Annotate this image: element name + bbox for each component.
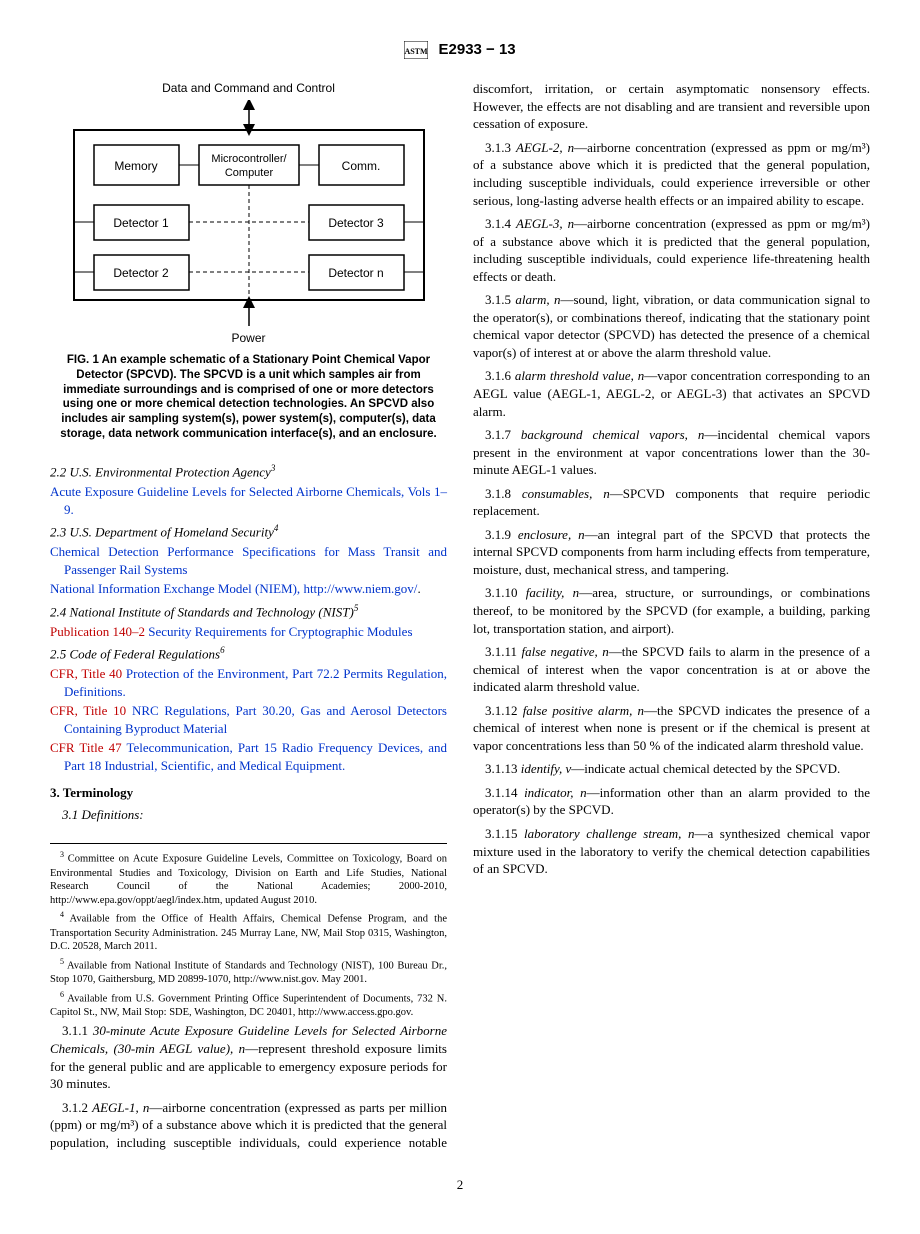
def-311: 3.1.1 30-minute Acute Exposure Guideline… [50, 1022, 447, 1092]
ref-heading-23: 2.3 U.S. Department of Homeland Security… [50, 522, 447, 541]
def-3110: 3.1.10 facility, n—area, structure, or s… [473, 584, 870, 637]
diagram-top-label: Data and Command and Control [50, 80, 447, 96]
box-detn: Detector n [328, 266, 383, 280]
ref-24a[interactable]: Publication 140–2 Security Requirements … [50, 623, 447, 641]
ref-heading-24: 2.4 National Institute of Standards and … [50, 602, 447, 621]
footnote-4: 4 Available from the Office of Health Af… [50, 910, 447, 953]
page-header: ASTM E2933 − 13 [50, 40, 870, 60]
ref-heading-25: 2.5 Code of Federal Regulations6 [50, 644, 447, 663]
box-memory: Memory [114, 159, 157, 173]
figure-1: Data and Command and Control Memory Micr… [50, 80, 447, 442]
ref-25b[interactable]: CFR, Title 10 NRC Regulations, Part 30.2… [50, 702, 447, 737]
definitions-heading: 3.1 Definitions: [62, 806, 447, 824]
def-318: 3.1.8 consumables, n—SPCVD components th… [473, 485, 870, 520]
page-number: 2 [50, 1176, 870, 1194]
ref-25c[interactable]: CFR Title 47 Telecommunication, Part 15 … [50, 739, 447, 774]
diagram-bottom-label: Power [50, 330, 447, 346]
footnote-5: 5 Available from National Institute of S… [50, 957, 447, 987]
svg-text:ASTM: ASTM [405, 47, 429, 56]
def-316: 3.1.6 alarm threshold value, n—vapor con… [473, 367, 870, 420]
ref-heading-22: 2.2 U.S. Environmental Protection Agency… [50, 462, 447, 481]
def-313: 3.1.3 AEGL-2, n—airborne concentration (… [473, 139, 870, 209]
ref-23b[interactable]: National Information Exchange Model (NIE… [50, 580, 447, 598]
astm-logo-icon: ASTM [404, 41, 428, 59]
def-3115: 3.1.15 laboratory challenge stream, n—a … [473, 825, 870, 878]
def-3114: 3.1.14 indicator, n—information other th… [473, 784, 870, 819]
footnote-6: 6 Available from U.S. Government Printin… [50, 990, 447, 1020]
def-319: 3.1.9 enclosure, n—an integral part of t… [473, 526, 870, 579]
ref-22a[interactable]: Acute Exposure Guideline Levels for Sele… [50, 483, 447, 518]
svg-text:Computer: Computer [224, 167, 273, 179]
def-315: 3.1.5 alarm, n—sound, light, vibration, … [473, 291, 870, 361]
box-det3: Detector 3 [328, 216, 384, 230]
box-det1: Detector 1 [113, 216, 169, 230]
def-3111: 3.1.11 false negative, n—the SPCVD fails… [473, 643, 870, 696]
box-comm: Comm. [341, 159, 380, 173]
def-317: 3.1.7 background chemical vapors, n—inci… [473, 426, 870, 479]
content-columns: Data and Command and Control Memory Micr… [50, 80, 870, 1160]
svg-text:Microcontroller/: Microcontroller/ [211, 153, 287, 165]
box-det2: Detector 2 [113, 266, 169, 280]
footnotes: 3 Committee on Acute Exposure Guideline … [50, 843, 447, 1019]
ref-25a[interactable]: CFR, Title 40 Protection of the Environm… [50, 665, 447, 700]
terminology-heading: 3. Terminology [50, 784, 447, 802]
footnote-3: 3 Committee on Acute Exposure Guideline … [50, 850, 447, 907]
def-3112: 3.1.12 false positive alarm, n—the SPCVD… [473, 702, 870, 755]
diagram-svg: Memory Microcontroller/ Computer Comm. D… [54, 100, 444, 330]
def-314: 3.1.4 AEGL-3, n—airborne concentration (… [473, 215, 870, 285]
def-3113: 3.1.13 identify, v—indicate actual chemi… [473, 760, 870, 778]
figure-caption: FIG. 1 An example schematic of a Station… [50, 353, 447, 443]
standard-number: E2933 − 13 [439, 41, 516, 58]
ref-23a[interactable]: Chemical Detection Performance Specifica… [50, 543, 447, 578]
